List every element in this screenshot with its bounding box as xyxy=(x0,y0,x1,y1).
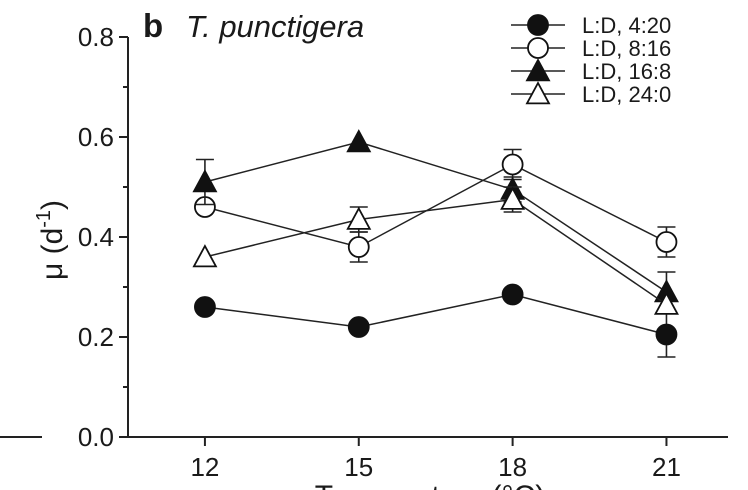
data-point xyxy=(346,206,372,230)
x-tick-label: 21 xyxy=(652,452,681,482)
data-point xyxy=(192,244,218,268)
series-layer xyxy=(192,129,679,358)
x-tick-label: 12 xyxy=(190,452,219,482)
data-point xyxy=(501,153,524,176)
y-axis-label: μ (d-1) xyxy=(33,200,69,280)
series-1 xyxy=(194,283,678,358)
data-point xyxy=(347,236,370,258)
legend-marker xyxy=(525,58,551,82)
series-line xyxy=(204,163,667,248)
data-point xyxy=(347,316,370,338)
y-tick-label: 0.0 xyxy=(78,422,114,452)
data-point xyxy=(194,296,216,318)
data-point xyxy=(346,129,372,153)
legend-marker xyxy=(525,81,551,105)
y-tick-label: 0.2 xyxy=(78,322,114,352)
data-point xyxy=(653,291,679,315)
legend-label: L:D, 4:20 xyxy=(582,13,671,38)
x-tick-label: 18 xyxy=(498,452,527,482)
data-point xyxy=(500,186,526,210)
legend-label: L:D, 24:0 xyxy=(582,82,671,107)
legend: L:D, 4:20L:D, 8:16L:D, 16:8L:D, 24:0 xyxy=(511,13,671,107)
legend-item: L:D, 4:20 xyxy=(511,13,671,38)
legend-label: L:D, 8:16 xyxy=(582,36,671,61)
data-point xyxy=(655,323,678,346)
series-4 xyxy=(192,186,679,315)
data-point xyxy=(192,169,218,193)
chart-title: T. punctigera xyxy=(186,9,364,44)
y-tick-label: 0.4 xyxy=(78,222,114,252)
ticks: 0.0 0.2 0.4 0.6 0.8 12 15 18 21 xyxy=(78,22,681,482)
panel-letter: b xyxy=(143,7,163,44)
legend-marker xyxy=(527,37,549,59)
series-2 xyxy=(194,148,678,263)
series-line xyxy=(204,141,667,293)
series-line xyxy=(204,198,667,306)
legend-label: L:D, 16:8 xyxy=(582,59,671,84)
series-3 xyxy=(192,129,679,313)
x-axis-label: Temperature (°C) xyxy=(315,480,545,490)
legend-item: L:D, 24:0 xyxy=(511,81,671,107)
data-point xyxy=(655,231,678,253)
y-tick-label: 0.6 xyxy=(78,122,114,152)
legend-item: L:D, 16:8 xyxy=(511,58,671,84)
x-tick-label: 15 xyxy=(344,452,373,482)
data-point xyxy=(501,283,524,306)
legend-item: L:D, 8:16 xyxy=(511,36,671,61)
axes: b T. punctigera μ (d-1) Temperature (°C) xyxy=(0,7,728,490)
y-tick-label: 0.8 xyxy=(78,22,114,52)
series-line xyxy=(204,293,667,336)
legend-marker xyxy=(527,14,549,36)
